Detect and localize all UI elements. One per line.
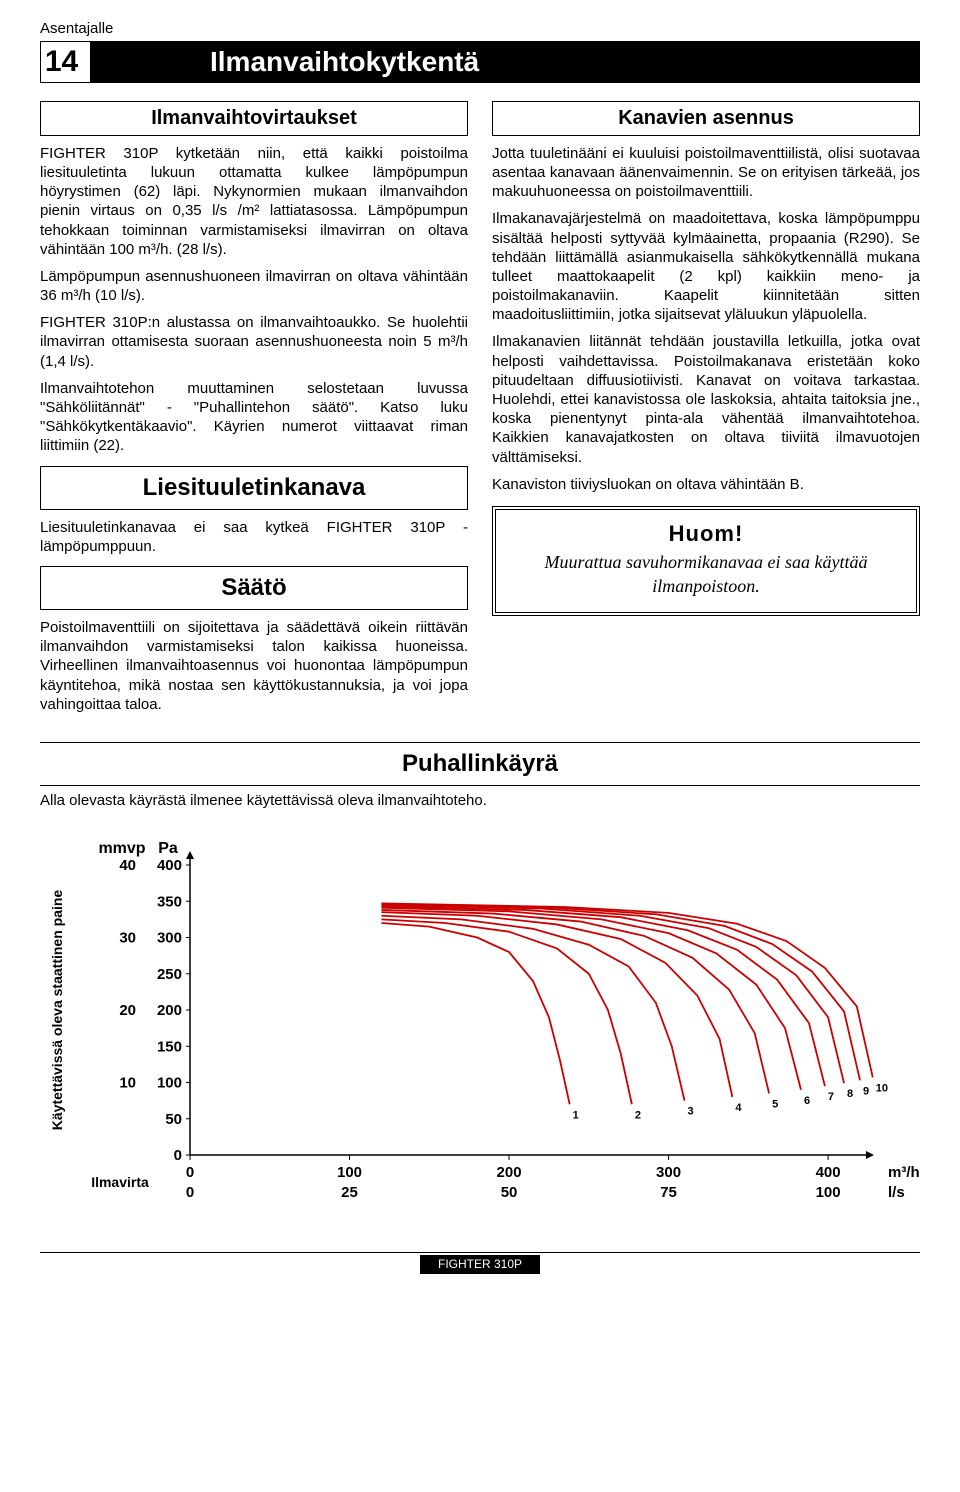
svg-text:4: 4	[735, 1102, 742, 1114]
title-bar: 14 Ilmanvaihtokytkentä	[40, 41, 920, 83]
right-p4: Kanaviston tiiviysluokan on oltava vähin…	[492, 475, 920, 494]
page-title: Ilmanvaihtokytkentä	[90, 41, 920, 83]
svg-text:350: 350	[157, 893, 182, 910]
svg-text:200: 200	[157, 1002, 182, 1019]
left-column: Ilmanvaihtovirtaukset FIGHTER 310P kytke…	[40, 101, 468, 722]
section-header-ilmanvaihtovirtaukset: Ilmanvaihtovirtaukset	[40, 101, 468, 136]
svg-text:20: 20	[119, 1002, 136, 1019]
left-p5: Liesituuletinkanavaa ei saa kytkeä FIGHT…	[40, 518, 468, 556]
svg-text:6: 6	[804, 1094, 810, 1106]
section-header-liesituuletinkanava: Liesituuletinkanava	[40, 466, 468, 510]
fan-chart: Käytettävissä oleva staattinen paine mmvp…	[40, 835, 920, 1231]
svg-text:9: 9	[863, 1085, 869, 1097]
svg-text:2: 2	[635, 1109, 641, 1121]
huom-title: Huom!	[512, 520, 900, 548]
svg-text:150: 150	[157, 1038, 182, 1055]
footer-label: FIGHTER 310P	[420, 1255, 540, 1274]
svg-text:7: 7	[828, 1091, 834, 1103]
svg-text:30: 30	[119, 929, 136, 946]
svg-text:0: 0	[174, 1147, 182, 1164]
svg-text:75: 75	[660, 1184, 677, 1201]
svg-text:m³/h: m³/h	[888, 1164, 920, 1181]
svg-text:3: 3	[688, 1105, 694, 1117]
svg-text:50: 50	[501, 1184, 518, 1201]
svg-text:200: 200	[497, 1164, 522, 1181]
chart-caption: Alla olevasta käyrästä ilmenee käytettäv…	[40, 792, 524, 811]
huom-box: Huom! Muurattua savuhormikanavaa ei saa …	[492, 506, 920, 616]
svg-text:Käytettävissä oleva staattinen: Käytettävissä oleva staattinen paine	[49, 889, 65, 1130]
right-p1: Jotta tuuletinääni ei kuuluisi poistoilm…	[492, 144, 920, 202]
svg-text:8: 8	[847, 1088, 853, 1100]
svg-text:mmvp: mmvp	[98, 840, 145, 857]
svg-text:300: 300	[157, 929, 182, 946]
section-header-puhallinkayra: Puhallinkäyrä	[40, 742, 920, 786]
svg-text:400: 400	[816, 1164, 841, 1181]
left-p1: FIGHTER 310P kytketään niin, että kaikki…	[40, 144, 468, 259]
svg-text:0: 0	[186, 1164, 194, 1181]
svg-text:Ilmavirta: Ilmavirta	[91, 1174, 149, 1190]
huom-text: Muurattua savuhormikanavaa ei saa käyttä…	[512, 551, 900, 598]
svg-text:250: 250	[157, 965, 182, 982]
svg-text:5: 5	[772, 1098, 778, 1110]
right-column: Kanavien asennus Jotta tuuletinääni ei k…	[492, 101, 920, 722]
left-p3: FIGHTER 310P:n alustassa on ilmanvaihtoa…	[40, 313, 468, 371]
svg-text:1: 1	[573, 1109, 579, 1121]
page-number-box: 14	[40, 41, 90, 83]
section-header-kanavien-asennus: Kanavien asennus	[492, 101, 920, 136]
left-p4: Ilmanvaihtotehon muuttaminen selostetaan…	[40, 379, 468, 456]
footer-bar: FIGHTER 310P	[40, 1252, 920, 1274]
section-header-saato: Säätö	[40, 566, 468, 610]
svg-text:100: 100	[337, 1164, 362, 1181]
right-p2: Ilmakanavajärjestelmä on maadoitettava, …	[492, 209, 920, 324]
svg-text:50: 50	[165, 1110, 182, 1127]
right-p3: Ilmakanavien liitännät tehdään joustavil…	[492, 332, 920, 466]
fan-chart-svg: Käytettävissä oleva staattinen paine mmvp…	[40, 835, 920, 1225]
svg-text:100: 100	[157, 1074, 182, 1091]
svg-text:10: 10	[876, 1082, 888, 1094]
svg-text:0: 0	[186, 1184, 194, 1201]
svg-text:25: 25	[341, 1184, 358, 1201]
left-p6: Poistoilmaventtiili on sijoitettava ja s…	[40, 618, 468, 714]
top-label: Asentajalle	[40, 20, 920, 39]
svg-text:l/s: l/s	[888, 1184, 905, 1201]
svg-text:40: 40	[119, 857, 136, 874]
svg-text:100: 100	[816, 1184, 841, 1201]
svg-text:300: 300	[656, 1164, 681, 1181]
svg-text:400: 400	[157, 857, 182, 874]
svg-text:10: 10	[119, 1074, 136, 1091]
svg-text:Pa: Pa	[158, 840, 178, 857]
left-p2: Lämpöpumpun asennushuoneen ilmavirran on…	[40, 267, 468, 305]
